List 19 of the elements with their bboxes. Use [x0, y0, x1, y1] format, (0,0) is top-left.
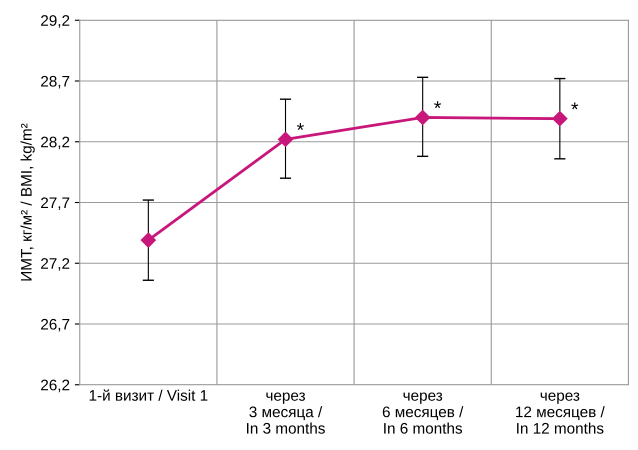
point [415, 110, 430, 126]
y-tick-label: 29,2 [41, 15, 70, 28]
y-axis-title: ИМТ, кг/м² / BMI, kg/m² [20, 124, 35, 280]
y-tick-label: 26,2 [41, 380, 70, 392]
x-tick-label: через 12 месяцев / In 12 months [516, 392, 605, 434]
x-tick-label: 1-й визит / Visit 1 [90, 389, 208, 401]
annotation: * [434, 101, 442, 108]
y-tick-label: 28,2 [41, 136, 70, 150]
x-tick-label: через 3 месяца / In 3 months [247, 392, 325, 434]
annotation: * [296, 123, 304, 130]
x-tick-label: через 6 месяцев / In 6 months [382, 392, 464, 434]
point [278, 132, 294, 147]
point [552, 111, 568, 126]
point [140, 232, 156, 248]
annotation: * [571, 102, 578, 110]
y-tick-label: 27,7 [41, 197, 70, 210]
y-tick-label: 28,7 [41, 76, 70, 88]
y-tick-label: 26,7 [41, 318, 70, 332]
y-tick-label: 27,2 [41, 258, 70, 271]
